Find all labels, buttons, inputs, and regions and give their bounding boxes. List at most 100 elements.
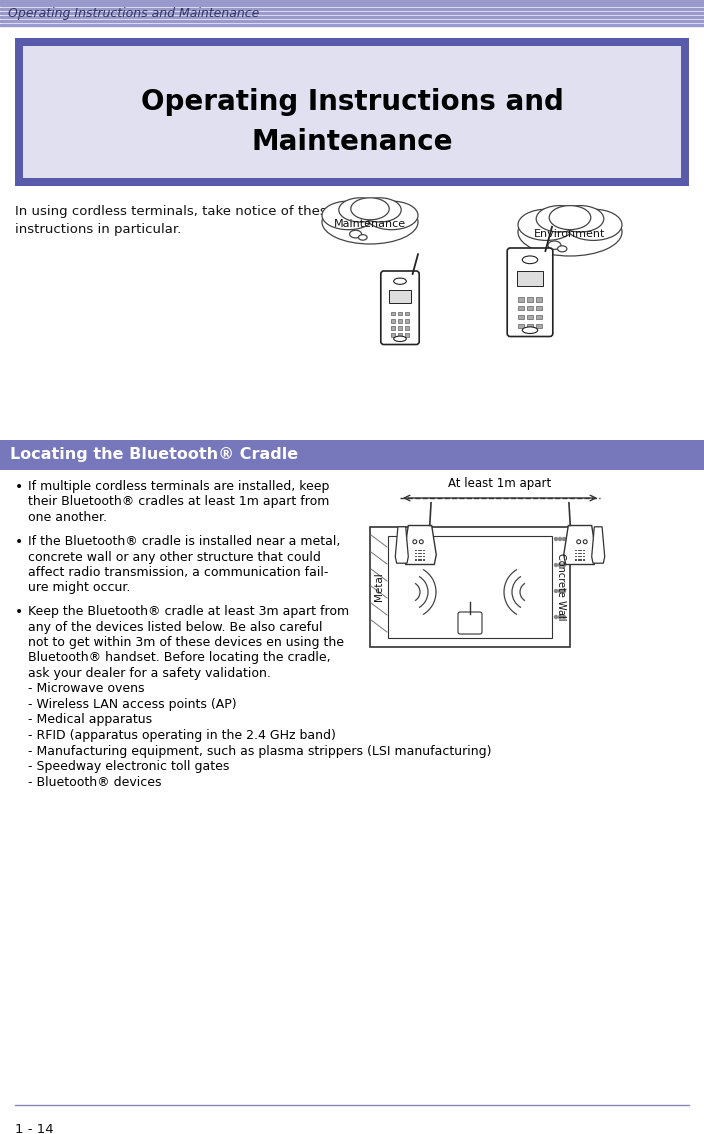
Bar — [0, 20, 704, 22]
Bar — [518, 323, 524, 328]
Bar — [398, 312, 402, 315]
Bar — [578, 550, 579, 551]
Bar — [423, 556, 425, 557]
Text: Concrete Wall: Concrete Wall — [556, 553, 566, 620]
Bar — [536, 323, 541, 328]
Bar — [580, 552, 582, 555]
Bar — [415, 550, 417, 551]
Bar — [405, 312, 410, 315]
Text: In using cordless terminals, take notice of these: In using cordless terminals, take notice… — [15, 205, 335, 218]
Bar — [0, 0, 704, 28]
Ellipse shape — [536, 205, 583, 232]
Ellipse shape — [565, 209, 622, 240]
Text: affect radio transmission, a communication fail-: affect radio transmission, a communicati… — [28, 566, 328, 579]
Ellipse shape — [518, 209, 575, 240]
Ellipse shape — [394, 336, 406, 341]
Bar — [527, 306, 533, 311]
Ellipse shape — [518, 208, 622, 256]
Bar — [536, 306, 541, 311]
Bar — [23, 46, 681, 178]
Bar — [518, 306, 524, 311]
Bar — [398, 327, 402, 330]
Ellipse shape — [549, 205, 591, 229]
Bar — [391, 319, 395, 322]
FancyBboxPatch shape — [381, 271, 419, 345]
Bar — [536, 297, 541, 302]
Bar — [536, 315, 541, 319]
Text: Environment: Environment — [534, 229, 605, 239]
Circle shape — [558, 616, 562, 618]
Bar — [578, 552, 579, 555]
Text: - Medical apparatus: - Medical apparatus — [28, 713, 152, 727]
Ellipse shape — [394, 278, 406, 285]
Text: At least 1m apart: At least 1m apart — [448, 477, 552, 490]
Text: •: • — [15, 535, 23, 549]
Circle shape — [413, 540, 417, 543]
Bar — [0, 8, 704, 10]
Bar — [575, 552, 577, 555]
Text: Bluetooth® handset. Before locating the cradle,: Bluetooth® handset. Before locating the … — [28, 652, 331, 665]
Circle shape — [558, 590, 562, 592]
Bar — [0, 0, 704, 3]
Text: - Manufacturing equipment, such as plasma strippers (LSI manufacturing): - Manufacturing equipment, such as plasm… — [28, 745, 491, 758]
Bar — [423, 550, 425, 551]
Text: Locating the Bluetooth® Cradle: Locating the Bluetooth® Cradle — [10, 448, 298, 463]
Text: Maintenance: Maintenance — [251, 128, 453, 156]
Bar — [517, 271, 543, 286]
Bar — [423, 552, 425, 555]
Ellipse shape — [358, 197, 401, 222]
Circle shape — [555, 538, 558, 541]
Text: •: • — [15, 606, 23, 619]
Bar — [391, 327, 395, 330]
Circle shape — [562, 616, 565, 618]
Ellipse shape — [351, 197, 389, 220]
Bar — [0, 440, 704, 469]
Circle shape — [555, 564, 558, 567]
Text: - Bluetooth® devices: - Bluetooth® devices — [28, 776, 161, 788]
Ellipse shape — [522, 256, 538, 263]
Ellipse shape — [557, 205, 604, 232]
Circle shape — [583, 540, 587, 543]
Bar — [415, 556, 417, 557]
Bar — [580, 556, 582, 557]
Bar — [580, 559, 582, 560]
Bar — [583, 550, 585, 551]
Bar — [420, 552, 422, 555]
Text: Metal: Metal — [374, 573, 384, 601]
Text: ure might occur.: ure might occur. — [28, 582, 130, 594]
Text: - Speedway electronic toll gates: - Speedway electronic toll gates — [28, 760, 230, 773]
Bar — [575, 550, 577, 551]
Bar — [583, 552, 585, 555]
Bar — [388, 536, 552, 638]
Bar — [405, 333, 410, 337]
Circle shape — [555, 590, 558, 592]
Bar — [583, 559, 585, 560]
Bar — [420, 550, 422, 551]
Ellipse shape — [558, 246, 567, 252]
Circle shape — [562, 564, 565, 567]
Text: - Microwave ovens: - Microwave ovens — [28, 683, 144, 695]
Ellipse shape — [358, 235, 367, 240]
Ellipse shape — [322, 200, 418, 244]
Text: - Wireless LAN access points (AP): - Wireless LAN access points (AP) — [28, 699, 237, 711]
Bar — [417, 556, 420, 557]
Text: any of the devices listed below. Be also careful: any of the devices listed below. Be also… — [28, 620, 322, 634]
Bar — [0, 24, 704, 26]
FancyBboxPatch shape — [507, 248, 553, 337]
Ellipse shape — [350, 230, 362, 238]
Text: concrete wall or any other structure that could: concrete wall or any other structure tha… — [28, 550, 321, 564]
Text: Operating Instructions and: Operating Instructions and — [141, 88, 563, 116]
Bar — [370, 527, 570, 648]
Bar — [417, 552, 420, 555]
Text: - RFID (apparatus operating in the 2.4 GHz band): - RFID (apparatus operating in the 2.4 G… — [28, 729, 336, 742]
Bar — [518, 315, 524, 319]
Bar — [389, 290, 411, 303]
Bar — [0, 16, 704, 18]
Polygon shape — [396, 527, 408, 564]
Bar — [578, 559, 579, 560]
Bar — [575, 559, 577, 560]
Ellipse shape — [339, 197, 382, 222]
Bar — [391, 333, 395, 337]
Text: Keep the Bluetooth® cradle at least 3m apart from: Keep the Bluetooth® cradle at least 3m a… — [28, 606, 349, 618]
Bar — [583, 556, 585, 557]
